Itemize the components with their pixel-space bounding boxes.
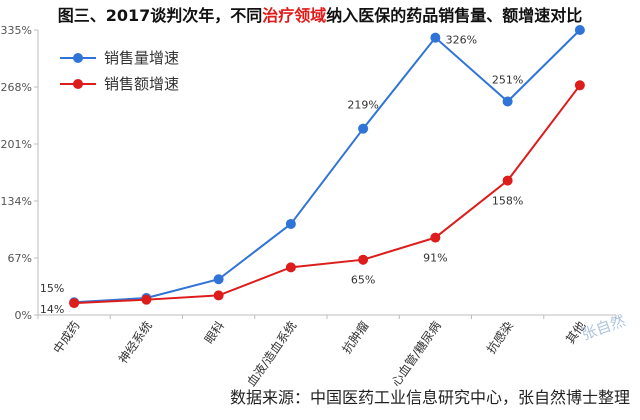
watermark: 张自然 (579, 311, 627, 343)
x-tick-label: 抗感染 (483, 318, 516, 356)
x-tick-label: 中成药 (50, 318, 83, 356)
data-label: 251% (492, 73, 523, 86)
data-source-note: 数据来源：中国医药工业信息研究中心，张自然博士整理 (229, 388, 630, 407)
y-tick-label: 268% (1, 81, 32, 94)
data-point (141, 294, 152, 305)
data-point (213, 274, 224, 285)
x-tick-label: 眼科 (202, 319, 227, 347)
data-label: 14% (40, 303, 64, 316)
y-tick-label: 335% (1, 24, 32, 37)
data-label: 219% (347, 99, 378, 112)
y-tick-label: 0% (15, 309, 32, 322)
data-label: 158% (492, 195, 523, 208)
y-tick-label: 67% (8, 252, 32, 265)
data-point (502, 175, 513, 186)
x-tick-label: 神经系统 (116, 319, 155, 366)
data-point (430, 32, 441, 43)
legend-label: 销售额增速 (104, 75, 179, 93)
x-tick-label: 抗肿瘤 (339, 318, 372, 356)
series-line-volume (74, 29, 581, 304)
data-point (574, 80, 585, 91)
legend-marker (73, 79, 83, 89)
title-highlight: 治疗领域 (262, 6, 327, 25)
data-point (69, 298, 80, 309)
data-label: 15% (40, 282, 64, 295)
data-point (502, 96, 513, 107)
y-tick-label: 134% (1, 195, 32, 208)
data-label: 326% (446, 34, 477, 47)
title-part-1: 图三、2017谈判次年，不同 (57, 6, 263, 25)
data-point (213, 290, 224, 301)
x-tick-label: 心血管/糖尿病 (388, 318, 444, 389)
data-point (285, 262, 296, 273)
x-tick-label: 血液/造血系统 (243, 318, 299, 389)
chart-title: 图三、2017谈判次年，不同治疗领域纳入医保的药品销售量、额增速对比 (0, 2, 640, 26)
legend-label: 销售量增速 (104, 49, 179, 67)
data-point (358, 123, 369, 134)
data-point (430, 232, 441, 243)
data-point (358, 254, 369, 265)
legend-marker (73, 53, 83, 63)
y-tick-label: 201% (1, 138, 32, 151)
series-line-amount (74, 84, 581, 305)
data-label: 91% (423, 252, 447, 265)
data-point (574, 25, 585, 35)
data-label: 65% (351, 274, 375, 287)
title-part-2: 纳入医保的药品销售量、额增速对比 (326, 6, 583, 25)
data-point (285, 218, 296, 229)
